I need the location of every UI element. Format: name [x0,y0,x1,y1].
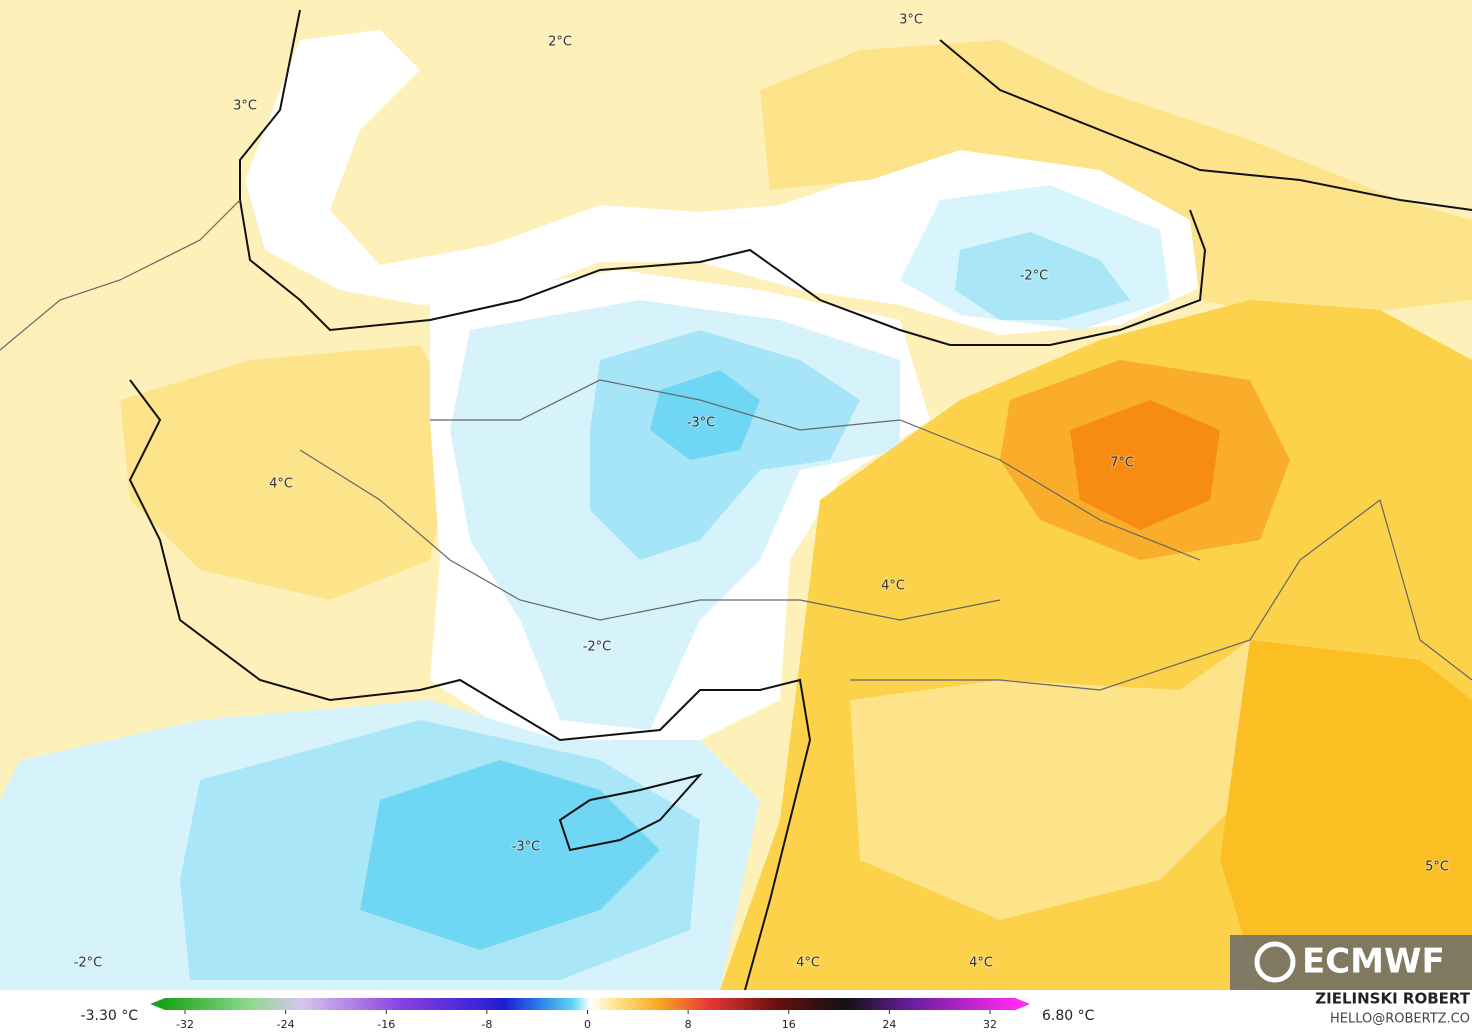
temperature-label: -2°C [74,956,103,971]
temperature-label: 3°C [899,13,923,28]
syria-light [850,640,1260,920]
north-yellow [760,40,1472,320]
east-orange-core [1070,400,1220,530]
temperature-label: 7°C [1110,456,1134,471]
colorbar-tick-label: 16 [782,1018,796,1031]
logo-text: ECMWF [1302,942,1445,982]
credit-author: ZIELINSKI ROBERT [1315,990,1470,1008]
colorbar-gradient [165,998,1015,1010]
temperature-label: 5°C [1425,860,1449,875]
central-blue-peak [650,370,760,460]
med-blue-core [360,760,660,950]
temperature-label: -3°C [512,840,541,855]
colorbar-tick-label: 0 [584,1018,591,1031]
colorbar-min-label: -3.30 °C [81,1008,139,1024]
temperature-label: -3°C [687,416,716,431]
borders [0,199,1472,691]
temperature-label: -2°C [1020,269,1049,284]
colorbar-max-label: 6.80 °C [1042,1008,1095,1024]
colorbar-tick-label: -16 [377,1018,395,1031]
colorbar-tick-label: 8 [685,1018,692,1031]
colorbar-tick-label: -8 [481,1018,492,1031]
logo-icon [1254,941,1296,983]
temperature-label: 4°C [969,956,993,971]
colorbar: -3.30 °C 6.80 °C -32 -24 -16 -8 0 8 16 24 32 [81,998,1095,1031]
temperature-label: 4°C [269,477,293,492]
colorbar-tick-label: -32 [176,1018,194,1031]
colorbar-tick-label: -24 [277,1018,295,1031]
colorbar-max-arrow [1015,998,1030,1010]
temperature-label: 2°C [548,35,572,50]
temperature-label: -2°C [583,640,612,655]
ecmwf-logo: ECMWF [1230,935,1472,990]
west-yellow [120,345,460,600]
temperature-labels: 2°C 3°C 3°C -2°C -3°C 4°C 7°C 4°C -2°C -3°C 5°C -2°… [73,12,1450,972]
iraq-gold [1220,640,1472,990]
sea-blue-core [955,232,1130,320]
colorbar-tick-label: 32 [983,1018,997,1031]
map: 2°C 3°C 3°C -2°C -3°C 4°C 7°C 4°C -2°C -3°C 5°C -2°… [0,0,1472,991]
temperature-label: 3°C [233,99,257,114]
temperature-label: 4°C [881,579,905,594]
colorbar-tick-label: 24 [882,1018,896,1031]
colorbar-min-arrow [150,998,165,1010]
temperature-label: 4°C [796,956,820,971]
credit-contact: HELLO@ROBERTZ.CO [1330,1012,1470,1027]
coastlines [128,9,1472,991]
